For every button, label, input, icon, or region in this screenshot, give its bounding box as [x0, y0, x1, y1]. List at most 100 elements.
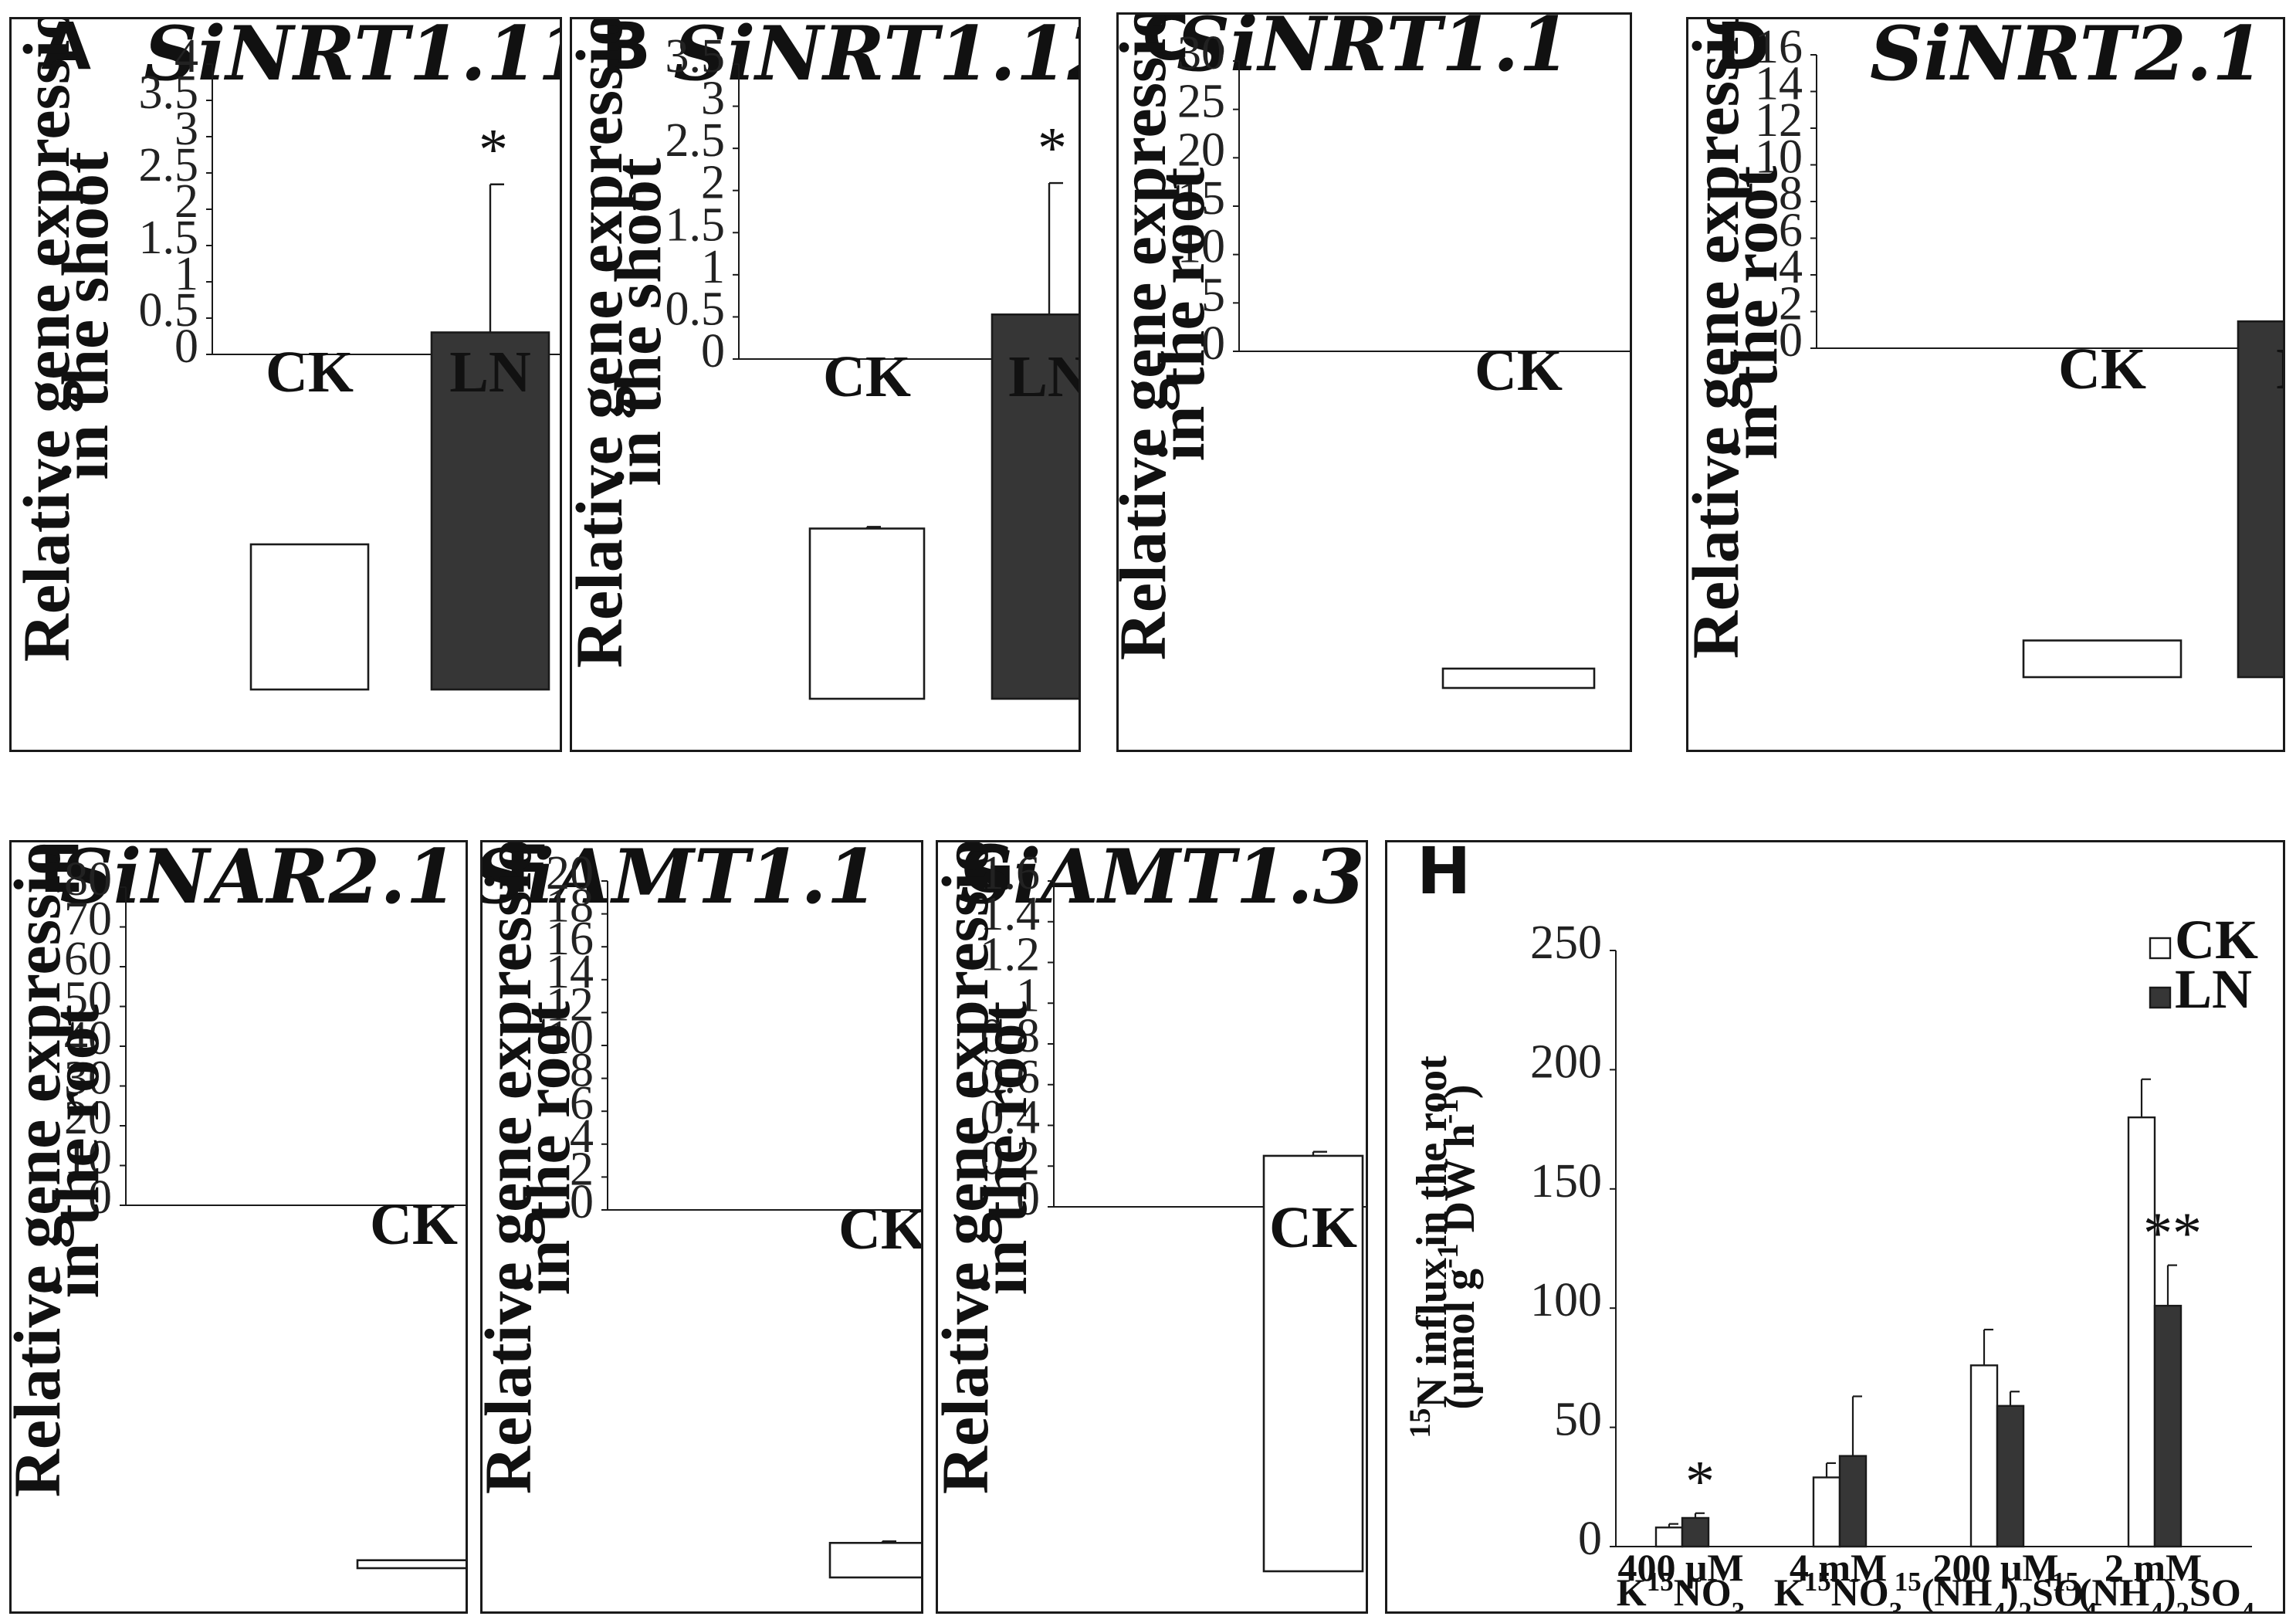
y-axis-label-line: Relative gene expression: [483, 842, 545, 1494]
group-label-line2: 15(NH4)2SO4: [2052, 1567, 2255, 1612]
panel-letter: A: [41, 19, 91, 84]
y-axis-label-line: Relative gene expression: [938, 842, 1002, 1494]
panel-a: A SiNRT1.11 0 0.5 1 1.5 2 2.5 3 3.5 4 Relative gene…: [9, 17, 562, 752]
chart-title: SiAMT1.1: [483, 842, 879, 920]
panel-b: B SiNRT1.12 0 0.5 1 1.5 2 2.5 3 3.5 Relative gene …: [570, 17, 1081, 752]
y-tick-label: 1.5: [139, 212, 199, 264]
y-tick-label: 1.6: [980, 847, 1041, 900]
bar-ck: [1262, 1154, 1364, 1573]
bar-ln: [991, 313, 1079, 700]
y-tick-label: 8: [570, 1045, 594, 1097]
y-tick-label: 0.5: [665, 283, 726, 335]
y-axis-label: Relative gene expressionin the root: [938, 842, 1041, 1494]
y-tick-label: 30: [1177, 27, 1225, 80]
label-part: 400 μM: [1617, 1546, 1743, 1589]
y-tick-label: 6: [1779, 205, 1803, 257]
label-part: 200 μM: [1932, 1546, 2058, 1589]
group-label-line2: K15NO3: [1617, 1567, 1745, 1612]
label-part: 15: [2052, 1567, 2079, 1597]
y-tick-label: 12: [1755, 94, 1803, 147]
bar-ln: [1996, 1404, 2025, 1548]
category-label: CK: [838, 1197, 921, 1262]
label-part: 2 mM: [2105, 1546, 2202, 1589]
y-tick-label: 50: [64, 973, 112, 1025]
y-tick-label: 3.5: [665, 30, 726, 83]
chart-title: SiAMT1.3: [960, 842, 1365, 920]
group-label-line1: 4 mM: [1790, 1546, 1887, 1589]
label-part: 4: [2084, 1597, 2098, 1612]
label-part: SO: [2189, 1570, 2241, 1611]
y-tick-label: 2: [1779, 278, 1803, 330]
label-part: (NH: [1922, 1570, 1993, 1611]
y-tick-label: 5: [1201, 269, 1225, 321]
panel-g: G SiAMT1.3 0 0.2 0.4 0.6 0.8 1 1.2 1.4 1.6 Relative…: [936, 840, 1368, 1614]
bar-ck: [1969, 1364, 1999, 1548]
label-part: (μmol g: [1436, 1269, 1484, 1410]
label-part: 4: [2241, 1597, 2255, 1612]
panel-h: H 0 50 100 150 200 250 15N influx in the root(μ…: [1385, 840, 2285, 1614]
panel-letter: C: [1142, 15, 1190, 75]
label-part: -1: [1431, 1243, 1465, 1269]
y-tick-label: 50: [1554, 1394, 1602, 1446]
bar-ck: [1441, 667, 1596, 690]
y-tick-label: 4: [570, 1110, 594, 1163]
label-part: 4 mM: [1790, 1546, 1887, 1589]
chart-title: SiNRT1.1: [1177, 15, 1570, 88]
label-part: 2: [2019, 1597, 2033, 1612]
label-part: 2: [2176, 1597, 2190, 1612]
label-part: N influx in the root: [1408, 1055, 1456, 1408]
y-tick-label: 16: [1755, 21, 1803, 73]
category-label: LN: [2276, 337, 2283, 402]
group-label-line1: 400 μM: [1617, 1546, 1743, 1589]
label-part: NO: [1831, 1570, 1889, 1611]
bar-ck: [249, 543, 370, 691]
y-tick-label: 70: [64, 893, 112, 946]
group-label-line2: 15(NH4)2SO4: [1895, 1567, 2098, 1612]
label-part: 15: [1647, 1567, 1674, 1597]
y-tick-label: 2.5: [139, 139, 199, 191]
panel-f: F SiAMT1.1 0 2 4 6 8 10 12 14 16 18 20 Relative gene …: [480, 840, 923, 1614]
y-axis-label-line: in the root: [1717, 165, 1791, 459]
significance-marker: *: [1685, 1449, 1715, 1514]
y-axis-label: Relative gene expressionin the shoot: [572, 19, 675, 668]
y-tick-label: 100: [1530, 1274, 1602, 1327]
panel-c: C SiNRT1.1 0 5 10 15 20 25 30 Relative gene expre…: [1116, 12, 1632, 752]
y-axis-label: Relative gene expressionin the root: [483, 842, 584, 1494]
group-label-line1: 2 mM: [2105, 1546, 2202, 1589]
y-tick-label: 20: [546, 847, 594, 900]
y-axis-label-line: 15N influx in the root: [1404, 1055, 1457, 1438]
y-tick-label: 30: [64, 1052, 112, 1105]
panel-d: D SiNRT2.1 0 2 4 6 8 10 12 14 16 Relative gene expr…: [1686, 17, 2285, 752]
category-label: CK: [370, 1192, 458, 1257]
y-axis-label-line: in the root: [39, 1004, 113, 1298]
legend-swatch-ck: [2149, 937, 2172, 960]
y-axis-label-line: in the shoot: [48, 151, 122, 480]
category-label: CK: [266, 340, 354, 405]
label-part: 15: [1895, 1567, 1922, 1597]
panel-letter: E: [39, 842, 83, 907]
chart-title: SiNRT1.11: [144, 19, 560, 97]
y-tick-label: 4: [174, 30, 198, 83]
y-axis-label: Relative gene expressionin the shoot: [12, 19, 122, 662]
y-tick-label: 1: [1016, 969, 1040, 1022]
y-axis-label: Relative gene expressionin the root: [12, 842, 113, 1497]
category-label: LN: [1008, 344, 1079, 409]
y-tick-label: 3.5: [139, 66, 199, 119]
y-tick-label: 0: [1779, 314, 1803, 367]
y-axis-label-line: Relative gene expression: [1119, 15, 1180, 660]
label-part: SO: [2032, 1570, 2084, 1611]
y-tick-label: 20: [64, 1092, 112, 1144]
y-tick-label: 1.5: [665, 198, 726, 251]
y-axis-label-line: (μmol g-1 DW h-1): [1431, 1084, 1485, 1409]
y-tick-label: 1: [701, 241, 725, 293]
y-axis-label-line: in the shoot: [601, 158, 675, 486]
y-tick-label: 10: [1177, 221, 1225, 273]
